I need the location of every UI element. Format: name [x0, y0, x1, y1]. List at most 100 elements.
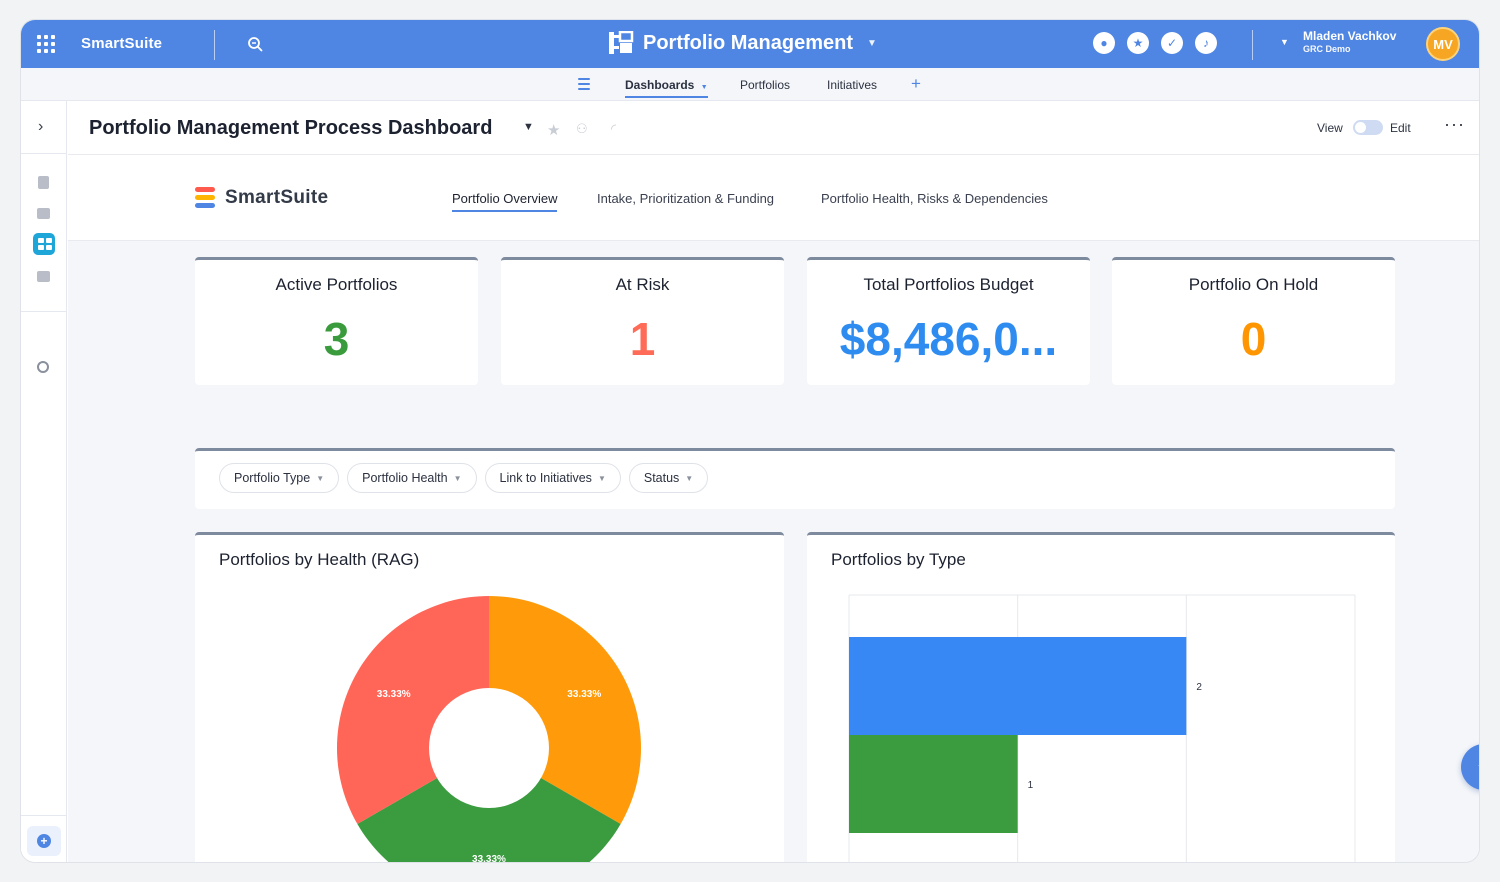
bar-data-label: 1	[1028, 780, 1034, 791]
dashboard-canvas: SmartSuite Portfolio Overview Intake, Pr…	[68, 155, 1479, 862]
stat-card-total-budget[interactable]: Total Portfolios Budget $8,486,0...	[807, 257, 1090, 385]
filter-portfolio-type[interactable]: Portfolio Type ▼	[219, 463, 340, 493]
user-name: Mladen Vachkov	[1303, 29, 1397, 43]
chevron-down-icon: ▼	[700, 84, 708, 91]
stat-label: Active Portfolios	[275, 275, 398, 294]
dashboard-icon[interactable]	[33, 233, 55, 255]
health-donut-chart[interactable]: 33.33% 33.33% 33.33%	[195, 535, 784, 862]
filter-label: Status	[643, 471, 680, 485]
stat-label: Total Portfolios Budget	[863, 275, 1034, 294]
stat-card-active-portfolios[interactable]: Active Portfolios 3	[195, 257, 478, 385]
stat-value: 3	[323, 313, 350, 365]
type-bar-chart[interactable]: 21	[807, 535, 1395, 862]
bell-icon[interactable]: ♪	[1195, 32, 1217, 54]
slice-data-label: 33.33%	[377, 689, 411, 700]
stat-value: 0	[1240, 313, 1267, 365]
dashboard-header: Portfolio Management Process Dashboard ▼…	[68, 101, 1479, 155]
view-mode-label: View	[1317, 121, 1343, 135]
hamburger-menu-icon[interactable]	[578, 78, 590, 90]
filter-link-to-initiatives[interactable]: Link to Initiatives ▼	[484, 463, 621, 493]
app-title-switcher[interactable]: Portfolio Management ▼	[607, 31, 877, 55]
star-icon[interactable]: ★	[1127, 32, 1149, 54]
plus-icon: +	[37, 834, 51, 848]
chevron-down-icon: ▼	[867, 37, 877, 49]
stat-value: $8,486,0...	[839, 313, 1058, 365]
chart-title: Portfolios by Type	[831, 550, 966, 569]
app-window: SmartSuite Portfolio Management ▼ ● ★ ✓ …	[21, 20, 1479, 862]
sparkle-icon: ✦	[1477, 757, 1479, 776]
logo-text: SmartSuite	[225, 187, 329, 208]
tab-portfolios[interactable]: Portfolios	[740, 78, 791, 92]
stat-card-on-hold[interactable]: Portfolio On Hold 0	[1112, 257, 1395, 385]
avatar[interactable]: MV	[1426, 27, 1460, 61]
apps-grid-icon[interactable]	[37, 35, 55, 53]
add-button[interactable]: +	[27, 826, 61, 856]
tab-label: Dashboards	[625, 78, 695, 92]
tab-intake-prioritization-funding[interactable]: Intake, Prioritization & Funding	[597, 191, 775, 206]
chevron-down-icon: ▼	[453, 473, 462, 483]
tab-portfolio-health-risks[interactable]: Portfolio Health, Risks & Dependencies	[821, 191, 1048, 206]
tab-portfolio-overview[interactable]: Portfolio Overview	[452, 191, 558, 212]
donut-hole	[429, 688, 549, 808]
brand-name[interactable]: SmartSuite	[81, 35, 163, 52]
chevron-down-icon[interactable]: ▼	[523, 121, 534, 133]
stat-label: Portfolio On Hold	[1188, 275, 1319, 294]
page-title: Portfolio Management Process Dashboard	[89, 117, 493, 139]
folder-icon[interactable]	[37, 271, 50, 282]
hierarchy-icon	[609, 31, 634, 54]
tab-dashboards[interactable]: Dashboards ▼	[625, 78, 708, 98]
quick-actions: ● ★ ✓ ♪	[1093, 32, 1217, 54]
ai-assistant-button[interactable]: ✦	[1461, 744, 1479, 790]
rss-icon[interactable]: ◜	[611, 121, 617, 136]
slice-data-label: 33.33%	[472, 854, 506, 862]
sub-navigation: Dashboards ▼ Portfolios Initiatives +	[21, 68, 1479, 101]
divider	[21, 311, 67, 312]
filter-label: Link to Initiatives	[499, 471, 592, 485]
app-title: Portfolio Management	[643, 31, 854, 54]
top-bar: SmartSuite Portfolio Management ▼ ● ★ ✓ …	[21, 20, 1479, 68]
tab-initiatives[interactable]: Initiatives	[827, 78, 878, 92]
add-tab-icon[interactable]: +	[911, 74, 921, 93]
bar[interactable]	[849, 735, 1018, 833]
user-org: GRC Demo	[1303, 43, 1351, 54]
document-icon[interactable]	[38, 176, 49, 189]
team-icon[interactable]: ⚇	[576, 121, 588, 136]
filter-label: Portfolio Type	[234, 471, 311, 485]
chart-card-health: Portfolios by Health (RAG) 33.33% 33.33% 3…	[195, 532, 784, 862]
dashboard-tabs-panel: SmartSuite Portfolio Overview Intake, Pr…	[68, 155, 1479, 241]
filter-status[interactable]: Status ▼	[628, 463, 709, 493]
bar[interactable]	[849, 637, 1187, 735]
chevron-down-icon: ▼	[685, 473, 694, 483]
more-options-icon[interactable]: ···	[1444, 114, 1465, 134]
chevron-down-icon: ▼	[316, 473, 325, 483]
chevron-right-icon[interactable]: ›	[38, 118, 44, 135]
chart-title: Portfolios by Health (RAG)	[219, 550, 420, 569]
divider	[21, 815, 67, 816]
user-circle-icon[interactable]	[37, 361, 49, 373]
filter-bar: Portfolio Type ▼ Portfolio Health ▼ Link t…	[195, 448, 1395, 509]
team-icon[interactable]: ●	[1093, 32, 1115, 54]
divider	[21, 153, 67, 154]
stat-value: 1	[629, 313, 656, 365]
user-menu[interactable]: Mladen Vachkov GRC Demo	[1303, 29, 1397, 54]
divider	[1252, 30, 1253, 60]
filter-label: Portfolio Health	[362, 471, 448, 485]
search-icon[interactable]	[247, 36, 263, 52]
stat-card-at-risk[interactable]: At Risk 1	[501, 257, 784, 385]
divider	[214, 30, 215, 60]
edit-mode-label: Edit	[1390, 121, 1411, 135]
left-sidebar: › +	[21, 101, 67, 862]
filter-portfolio-health[interactable]: Portfolio Health ▼	[347, 463, 477, 493]
check-icon[interactable]: ✓	[1161, 32, 1183, 54]
folder-icon[interactable]	[37, 208, 50, 219]
star-icon[interactable]: ★	[547, 122, 561, 139]
bar-data-label: 2	[1196, 682, 1202, 693]
smartsuite-logo: SmartSuite	[195, 187, 328, 209]
chevron-down-icon[interactable]: ▼	[1280, 37, 1289, 47]
logo-icon	[195, 187, 215, 209]
slice-data-label: 33.33%	[567, 689, 601, 700]
chevron-down-icon: ▼	[597, 473, 606, 483]
stat-label: At Risk	[615, 275, 670, 294]
view-edit-toggle[interactable]	[1353, 120, 1383, 135]
